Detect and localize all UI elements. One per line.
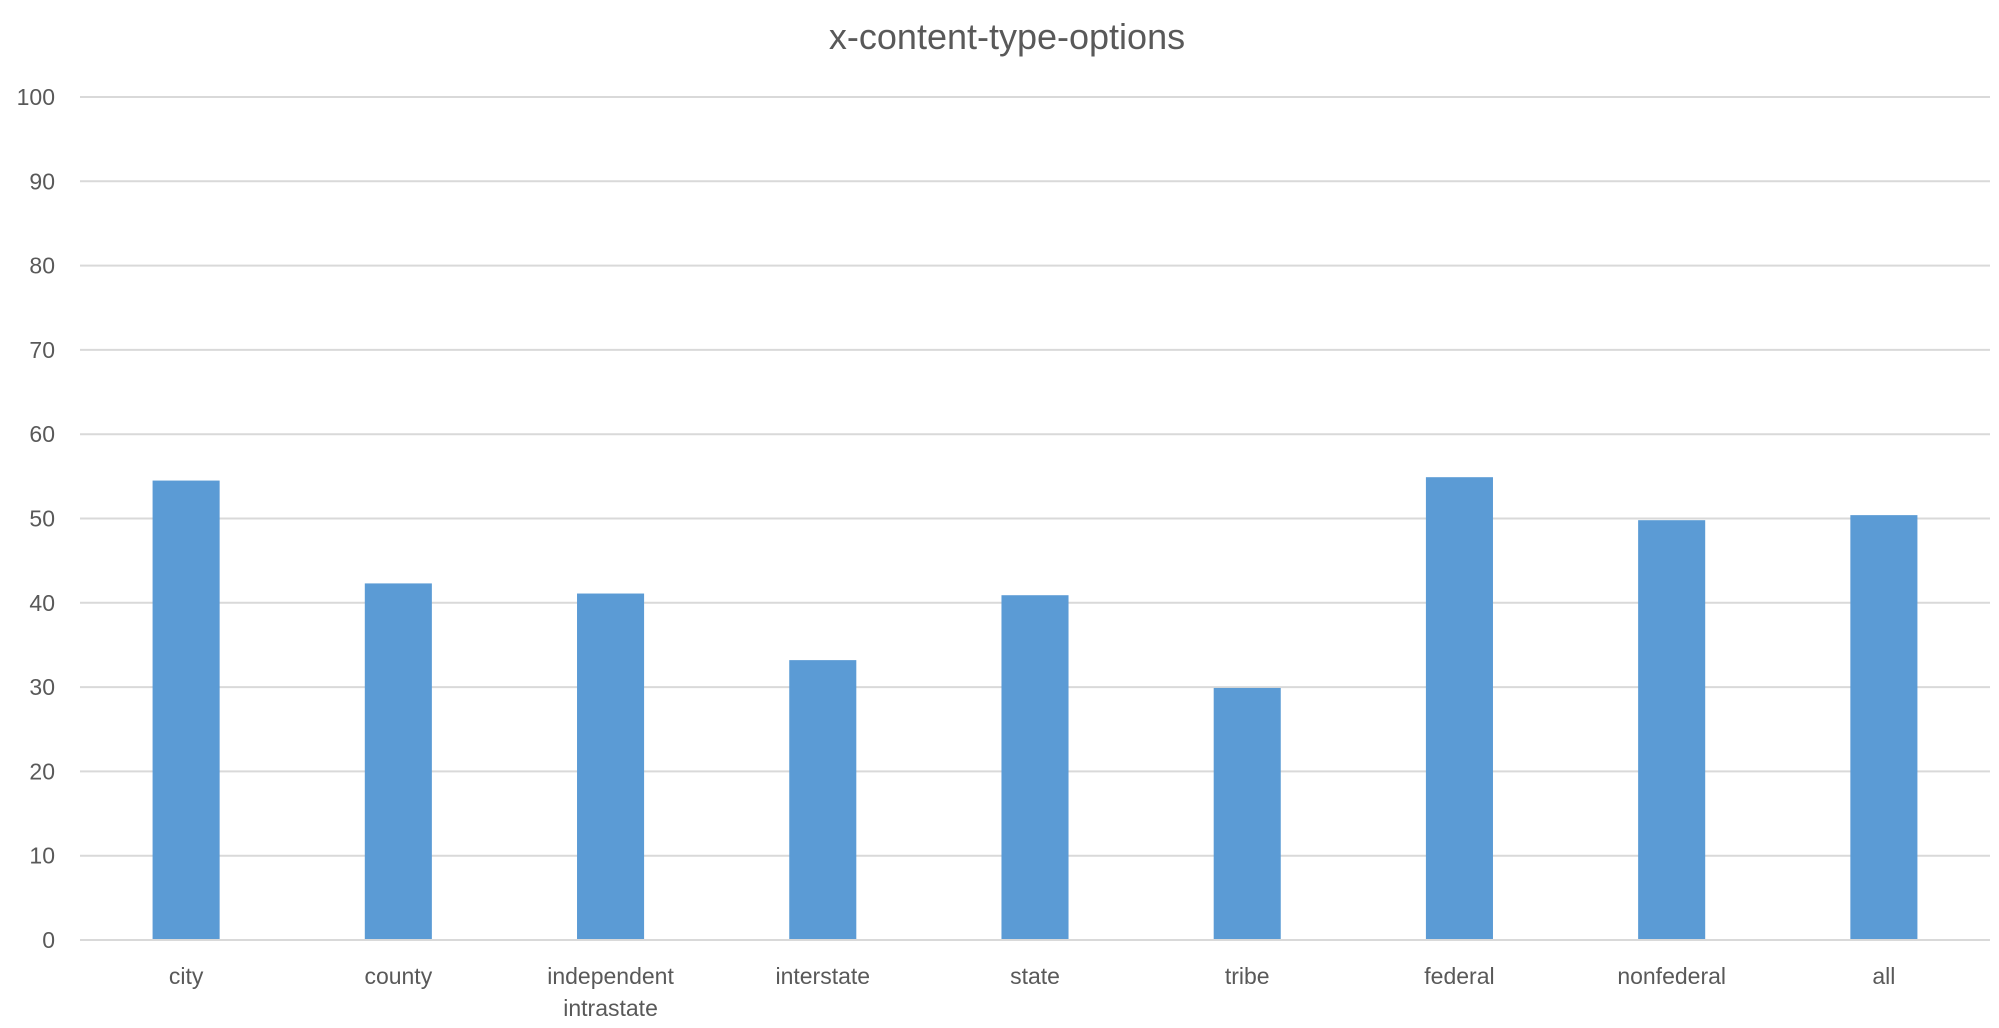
y-tick-label: 100 xyxy=(17,84,55,110)
x-tick-label: intrastate xyxy=(563,995,658,1021)
y-tick-label: 80 xyxy=(29,253,55,279)
bar xyxy=(1638,520,1706,940)
y-tick-label: 60 xyxy=(29,421,55,447)
y-tick-label: 10 xyxy=(29,843,55,869)
bar xyxy=(1850,515,1918,940)
x-tick-label: tribe xyxy=(1225,963,1270,989)
x-tick-label: state xyxy=(1010,963,1060,989)
bar xyxy=(364,583,432,940)
x-tick-label: all xyxy=(1872,963,1895,989)
x-tick-label: federal xyxy=(1424,963,1494,989)
x-tick-label: city xyxy=(169,963,204,989)
chart-title: x-content-type-options xyxy=(829,16,1185,57)
y-tick-label: 40 xyxy=(29,590,55,616)
bar xyxy=(577,593,645,940)
x-tick-label: nonfederal xyxy=(1617,963,1726,989)
y-tick-label: 90 xyxy=(29,168,55,194)
x-tick-label: independent xyxy=(547,963,674,989)
y-axis-ticks: 0 10 20 30 40 50 60 70 80 90 100 xyxy=(17,84,55,953)
bars xyxy=(152,477,1918,940)
bar xyxy=(1425,477,1493,940)
y-tick-label: 20 xyxy=(29,758,55,784)
y-tick-label: 0 xyxy=(42,927,55,953)
bar xyxy=(152,480,220,940)
y-tick-label: 70 xyxy=(29,337,55,363)
bar xyxy=(1001,595,1069,940)
y-tick-label: 30 xyxy=(29,674,55,700)
x-tick-label: county xyxy=(364,963,432,989)
y-tick-label: 50 xyxy=(29,506,55,532)
bar xyxy=(1213,687,1281,940)
x-axis-labels: city county independent intrastate interstat… xyxy=(169,963,1896,1021)
bar xyxy=(789,660,857,940)
x-tick-label: interstate xyxy=(775,963,870,989)
